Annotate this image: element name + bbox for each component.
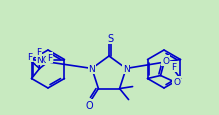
Text: F: F <box>47 54 52 62</box>
Text: N: N <box>88 64 95 73</box>
Text: O: O <box>173 77 180 86</box>
Text: S: S <box>107 34 113 44</box>
Text: NC: NC <box>36 56 49 64</box>
Text: F: F <box>36 48 41 56</box>
Text: O: O <box>86 100 93 110</box>
Text: N: N <box>123 64 129 73</box>
Text: O: O <box>162 56 169 65</box>
Text: F: F <box>27 53 32 61</box>
Text: F: F <box>171 62 176 71</box>
